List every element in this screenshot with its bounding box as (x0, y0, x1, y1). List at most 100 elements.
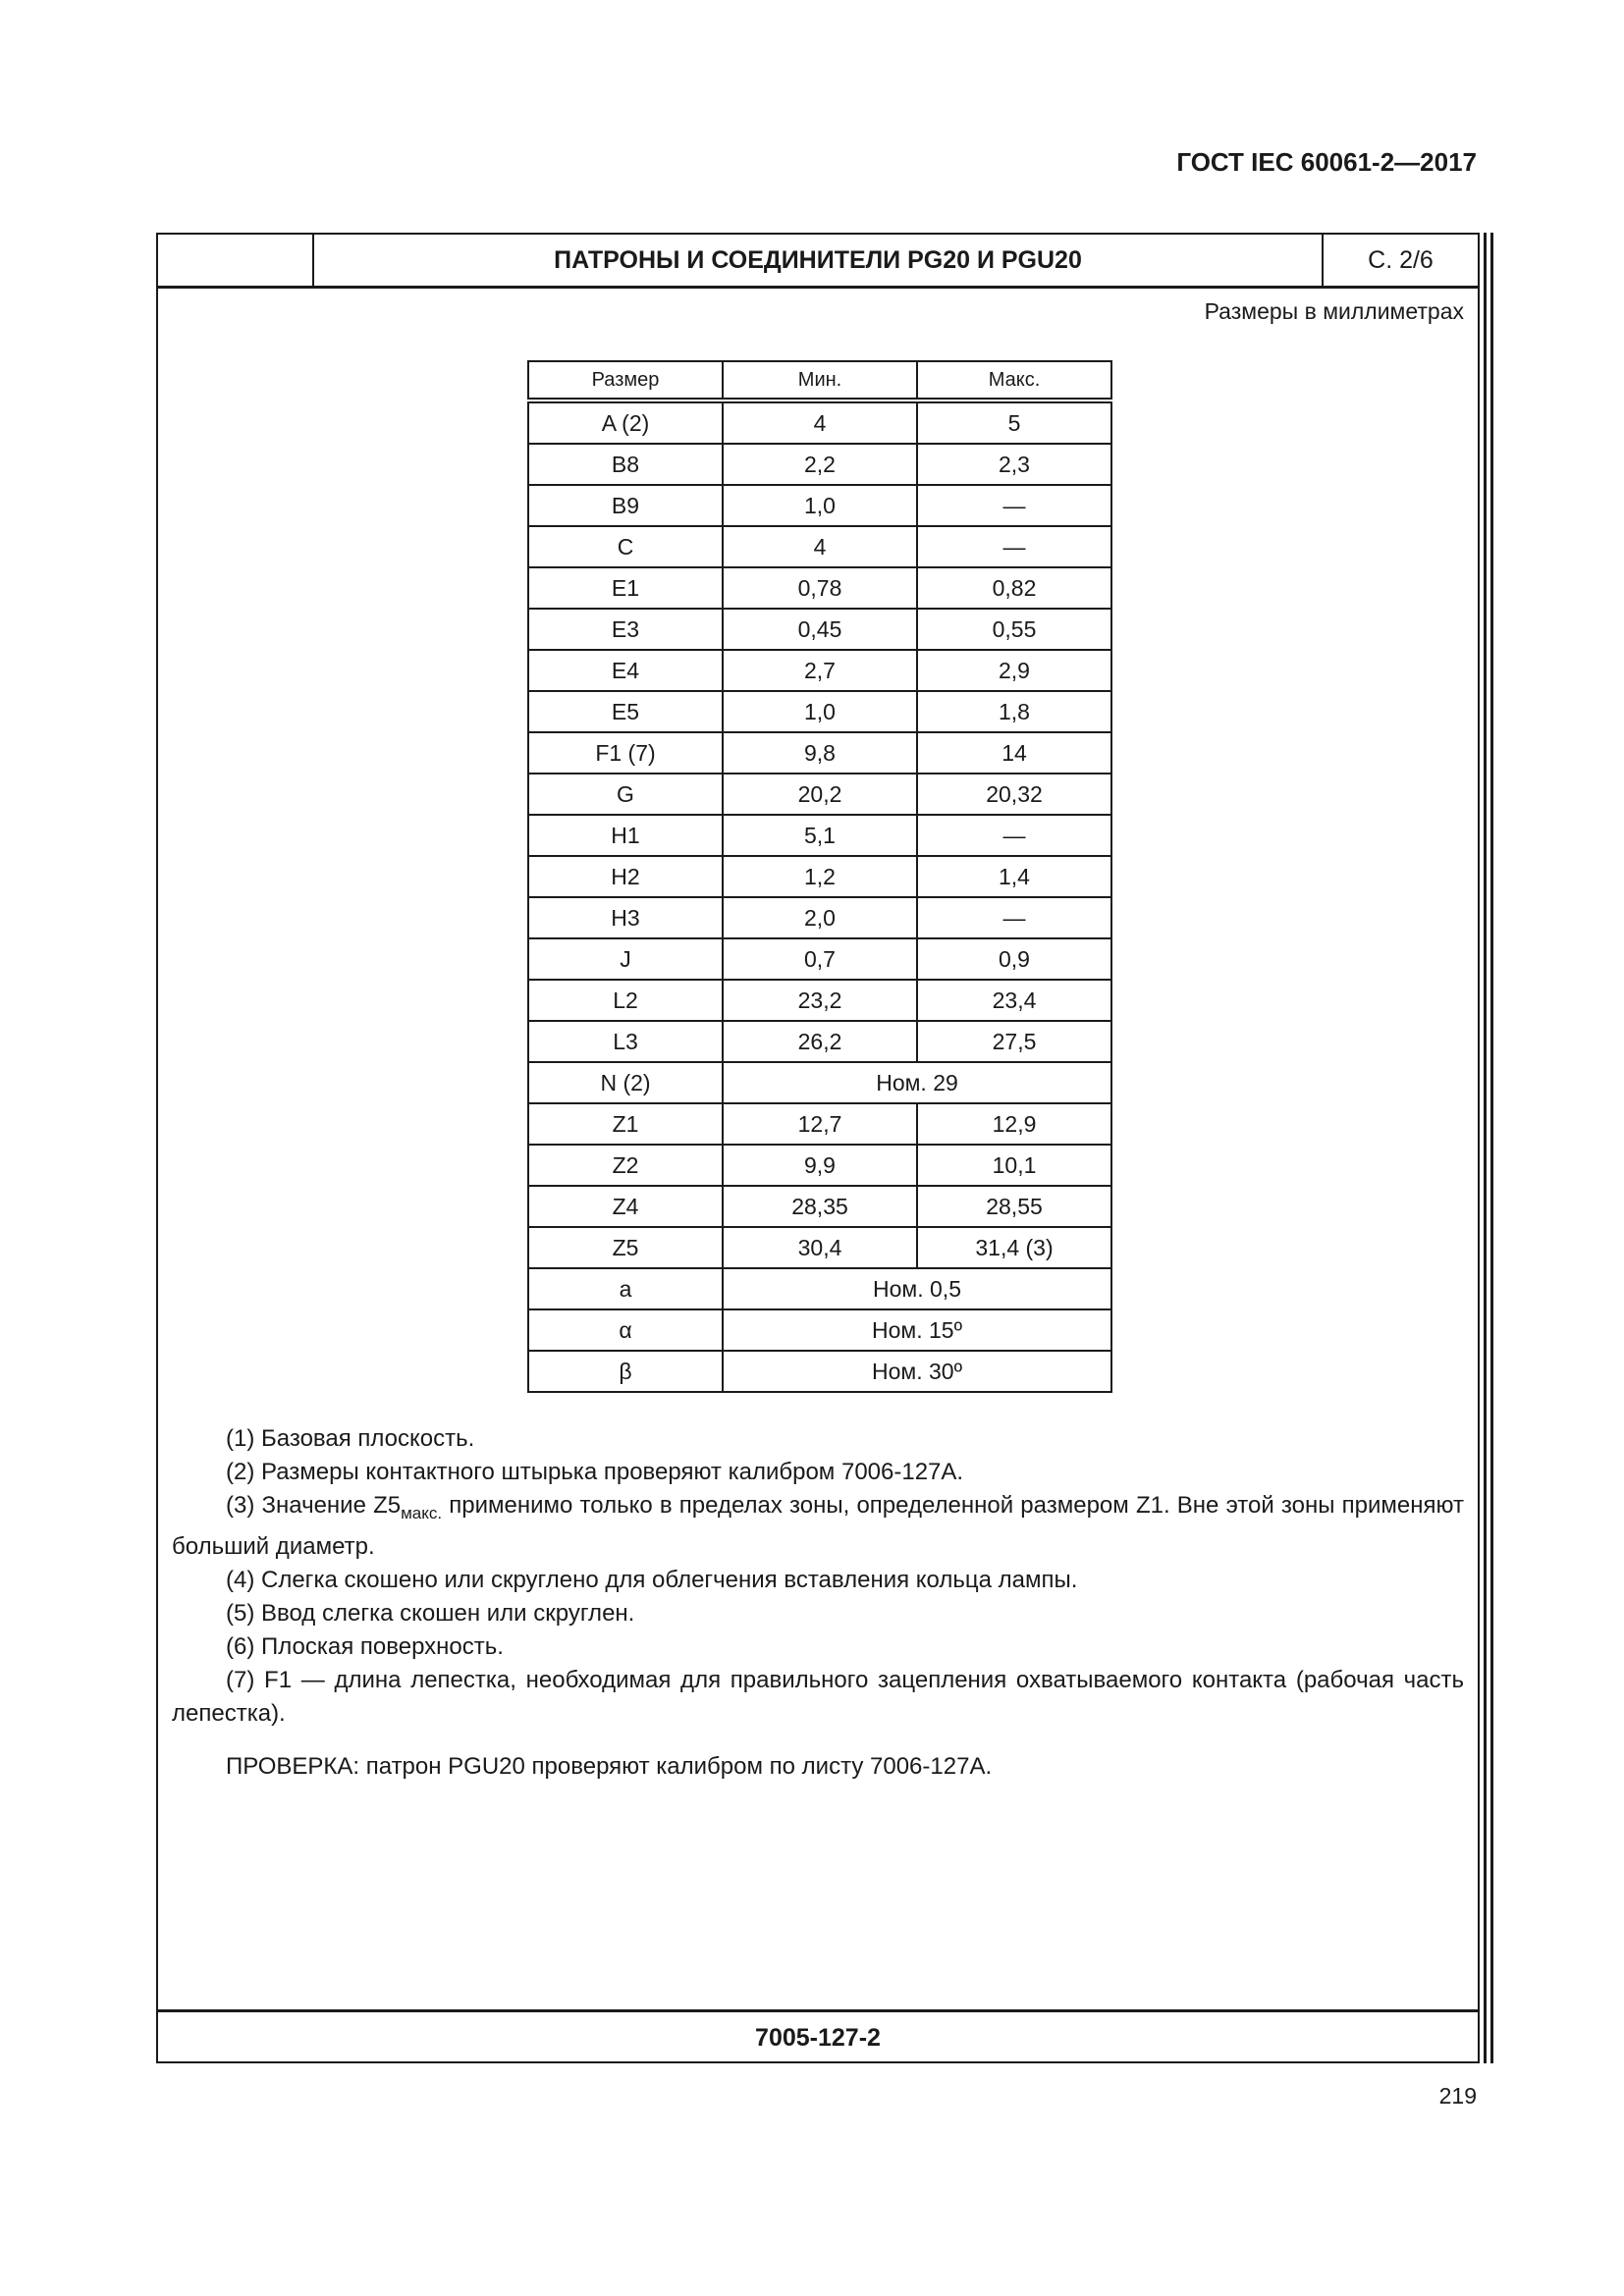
table-cell: 31,4 (3) (916, 1226, 1112, 1269)
table-cell: 4 (722, 525, 918, 568)
note-2: (2) Размеры контактного штырька проверяю… (226, 1459, 964, 1485)
table-row: B9 1,0— (527, 484, 1112, 527)
table-cell: 2,2 (722, 443, 918, 486)
table-row: A (2) 4 5 (527, 400, 1112, 445)
sheet-header: ПАТРОНЫ И СОЕДИНИТЕЛИ PG20 И PGU20 С. 2/… (158, 235, 1478, 289)
table-header-row: Размер Мин. Макс. (527, 360, 1112, 403)
table-cell: 1,4 (916, 855, 1112, 898)
table-row: H2 1,2 1,4 (527, 855, 1112, 898)
table-cell: 14 (916, 731, 1112, 774)
table-row: H3 2,0— (527, 896, 1112, 939)
table-cell: β (527, 1350, 724, 1393)
table-cell: 23,4 (916, 979, 1112, 1022)
table-cell: 26,2 (722, 1020, 918, 1063)
table-cell: 1,8 (916, 690, 1112, 733)
table-cell: 12,9 (916, 1102, 1112, 1146)
note-3-text: (3) Значение Z5 (226, 1492, 402, 1519)
table-cell: 9,8 (722, 731, 918, 774)
table-cell: E4 (527, 649, 724, 692)
table-row: G 20,2 20,32 (527, 773, 1112, 816)
column-header: Размер (527, 360, 724, 403)
table-cell: — (916, 896, 1112, 939)
table-cell: 30,4 (722, 1226, 918, 1269)
table-cell: B9 (527, 484, 724, 527)
table-cell: G (527, 773, 724, 816)
table-row: C 4— (527, 525, 1112, 568)
table-row: B8 2,2 2,3 (527, 443, 1112, 486)
table-row: β Ном. 30º (527, 1350, 1112, 1393)
notes: (1) Базовая плоскость. (2) Размеры конта… (172, 1422, 1464, 1784)
table-cell: H2 (527, 855, 724, 898)
note-4: (4) Слегка скошено или скруглено для обл… (226, 1566, 1078, 1593)
table-cell: 27,5 (916, 1020, 1112, 1063)
table-row: E4 2,7 2,9 (527, 649, 1112, 692)
table-cell: 2,7 (722, 649, 918, 692)
table-cell: Ном. 15º (722, 1308, 1112, 1352)
table-cell: Ном. 30º (722, 1350, 1112, 1393)
table-cell: E3 (527, 608, 724, 651)
standard-number: ГОСТ IEC 60061-2—2017 (1176, 147, 1477, 177)
sheet-title: ПАТРОНЫ И СОЕДИНИТЕЛИ PG20 И PGU20 (314, 235, 1324, 286)
table-cell: — (916, 525, 1112, 568)
table-cell: C (527, 525, 724, 568)
table-cell: Ном. 29 (722, 1061, 1112, 1104)
table-row: Z4 28,35 28,55 (527, 1185, 1112, 1228)
table-cell: a (527, 1267, 724, 1310)
table-cell: 0,55 (916, 608, 1112, 651)
table-cell: 0,7 (722, 937, 918, 981)
table-cell: 9,9 (722, 1144, 918, 1187)
table-row: E3 0,45 0,55 (527, 608, 1112, 651)
table-cell: 10,1 (916, 1144, 1112, 1187)
table-cell: L3 (527, 1020, 724, 1063)
sheet-number: С. 2/6 (1368, 245, 1434, 274)
note-3-text: применимо только в пределах зоны, опреде… (172, 1492, 1464, 1560)
table-cell: 2,3 (916, 443, 1112, 486)
sheet-footer: 7005-127-2 (158, 2009, 1478, 2063)
frame-double-line (1490, 233, 1493, 2063)
table-row: N (2) Ном. 29 (527, 1061, 1112, 1104)
table-cell: H3 (527, 896, 724, 939)
table-cell: A (2) (527, 400, 724, 445)
table-cell: E1 (527, 566, 724, 610)
table-cell: 5 (916, 400, 1112, 445)
note-1: (1) Базовая плоскость. (226, 1425, 475, 1452)
table-cell: 28,55 (916, 1185, 1112, 1228)
table-cell: Z2 (527, 1144, 724, 1187)
table-cell: 1,0 (722, 690, 918, 733)
table-cell: 20,2 (722, 773, 918, 816)
table-row: α Ном. 15º (527, 1308, 1112, 1352)
table-cell: 20,32 (916, 773, 1112, 816)
column-header: Мин. (722, 360, 918, 403)
table-row: H1 5,1— (527, 814, 1112, 857)
table-cell: 0,82 (916, 566, 1112, 610)
table-row: J 0,7 0,9 (527, 937, 1112, 981)
note-3: (3) Значение Z5макс. применимо только в … (172, 1489, 1464, 1564)
table-cell: 5,1 (722, 814, 918, 857)
sheet-frame: ПАТРОНЫ И СОЕДИНИТЕЛИ PG20 И PGU20 С. 2/… (156, 233, 1480, 2063)
table-cell: 28,35 (722, 1185, 918, 1228)
table-row: E1 0,78 0,82 (527, 566, 1112, 610)
table-cell: — (916, 814, 1112, 857)
table-row: Z1 12,7 12,9 (527, 1102, 1112, 1146)
table-cell: 1,2 (722, 855, 918, 898)
table-row: L3 26,2 27,5 (527, 1020, 1112, 1063)
note-5: (5) Ввод слегка скошен или скруглен. (226, 1599, 635, 1627)
note-3-subscript: макс. (401, 1503, 443, 1522)
table-row: L2 23,2 23,4 (527, 979, 1112, 1022)
table-cell: F1 (7) (527, 731, 724, 774)
table-row: Z2 9,9 10,1 (527, 1144, 1112, 1187)
dimensions-table: Размер Мин. Макс. A (2) 4 5 B8 2,2 2,3 B9 1,0— C 4—… (527, 360, 1112, 1393)
table-cell: 23,2 (722, 979, 918, 1022)
check-note: ПРОВЕРКА: патрон PGU20 проверяют калибро… (226, 1752, 993, 1780)
table-cell: 4 (722, 400, 918, 445)
note-7: (7) F1 — длина лепестка, необходимая для… (172, 1666, 1464, 1727)
table-row: E5 1,0 1,8 (527, 690, 1112, 733)
note-6: (6) Плоская поверхность. (226, 1632, 504, 1660)
table-cell: Ном. 0,5 (722, 1267, 1112, 1310)
header-empty-cell (158, 235, 314, 286)
table-cell: B8 (527, 443, 724, 486)
table-cell: 0,45 (722, 608, 918, 651)
table-cell: Z1 (527, 1102, 724, 1146)
table-cell: Z4 (527, 1185, 724, 1228)
units-note: Размеры в миллиметрах (1204, 298, 1464, 324)
